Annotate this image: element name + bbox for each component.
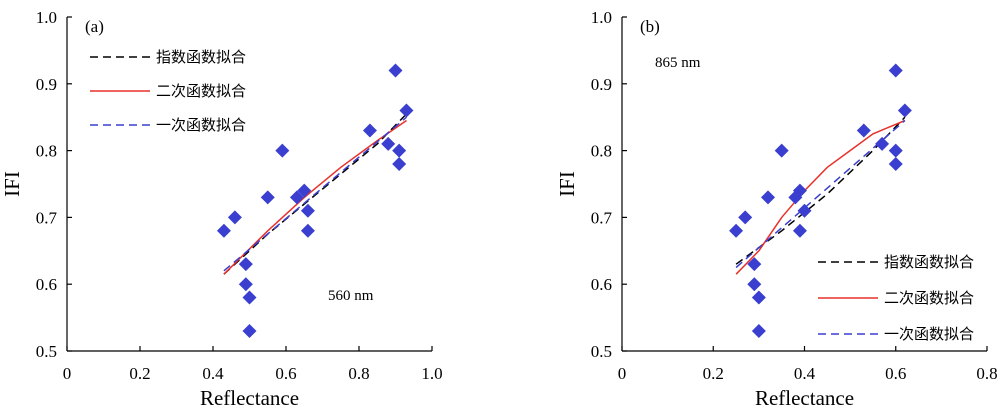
panel-a: 0 0.2 0.4 0.6 0.8 1.0 0.5 0.6 0.7 0.8 0.9 1.0 Reflec… xyxy=(0,8,443,410)
x-tick-label: 0.2 xyxy=(129,364,150,383)
y-tick-label: 0.6 xyxy=(591,275,612,294)
y-axis-title: IFI xyxy=(0,171,24,197)
data-point xyxy=(751,290,766,305)
data-point xyxy=(238,277,253,292)
data-point xyxy=(392,143,407,158)
panel-b: 0 0.2 0.4 0.6 0.8 0.5 0.6 0.7 0.8 0.9 1.0 Reflectan… xyxy=(555,8,998,410)
data-point xyxy=(238,257,253,272)
data-point xyxy=(856,123,871,138)
y-tick-label: 1.0 xyxy=(591,8,612,27)
y-tick-label: 0.7 xyxy=(36,208,58,227)
data-point xyxy=(260,190,275,205)
panel-tag: (a) xyxy=(85,17,104,36)
y-tick-label: 0.7 xyxy=(591,208,613,227)
wavelength-annotation: 865 nm xyxy=(655,55,701,71)
data-point xyxy=(875,136,890,151)
fit-line-linear xyxy=(223,116,407,272)
data-point xyxy=(392,156,407,171)
x-tick-label: 0.2 xyxy=(703,364,724,383)
fit-line-quadratic xyxy=(223,119,407,275)
x-tick-label: 0.6 xyxy=(275,364,296,383)
x-tick-label: 0 xyxy=(63,364,72,383)
data-point xyxy=(888,156,903,171)
data-point xyxy=(216,223,231,238)
x-tick-label: 0.8 xyxy=(348,364,369,383)
data-point xyxy=(761,190,775,205)
y-tick-label: 0.8 xyxy=(36,142,57,161)
y-tick-label: 0.9 xyxy=(36,75,57,94)
y-tick-label: 1.0 xyxy=(36,8,57,27)
data-point xyxy=(738,210,753,225)
data-point xyxy=(275,143,290,158)
legend-label-linear: 一次函数拟合 xyxy=(156,116,246,134)
x-tick-label: 0.4 xyxy=(794,364,816,383)
wavelength-annotation: 560 nm xyxy=(328,288,374,304)
data-point xyxy=(888,143,903,158)
data-point xyxy=(729,223,744,238)
x-tick-label: 0.4 xyxy=(202,364,224,383)
y-axis-title: IFI xyxy=(555,171,579,197)
data-point xyxy=(242,323,257,338)
y-tick-label: 0.5 xyxy=(591,342,612,361)
data-point xyxy=(888,63,903,78)
data-point xyxy=(300,223,315,238)
data-point xyxy=(300,203,315,218)
data-point xyxy=(381,136,396,151)
legend-label-quadratic: 二次函数拟合 xyxy=(884,289,974,307)
data-point xyxy=(897,103,912,118)
legend-label-exponential: 指数函数拟合 xyxy=(156,48,246,66)
legend-label-exponential: 指数函数拟合 xyxy=(884,253,974,271)
data-point xyxy=(242,290,257,305)
data-point xyxy=(751,323,766,338)
x-tick-label: 0.6 xyxy=(885,364,906,383)
data-point xyxy=(399,103,414,118)
legend-label-quadratic: 二次函数拟合 xyxy=(156,82,246,100)
x-tick-label: 0.8 xyxy=(976,364,997,383)
y-tick-label: 0.5 xyxy=(36,342,57,361)
y-tick-label: 0.9 xyxy=(591,75,612,94)
y-tick-label: 0.6 xyxy=(36,275,57,294)
data-point xyxy=(297,183,312,198)
fit-line-exponential xyxy=(223,113,408,275)
panel-tag: (b) xyxy=(640,17,660,36)
y-tick-label: 0.8 xyxy=(591,142,612,161)
data-point xyxy=(797,203,812,218)
x-tick-label: 0 xyxy=(618,364,627,383)
x-axis-title: Reflectance xyxy=(200,386,299,410)
data-point xyxy=(792,223,807,238)
data-point xyxy=(747,257,762,272)
data-point xyxy=(747,277,762,292)
data-point xyxy=(362,123,377,138)
fit-line-exponential xyxy=(735,116,906,265)
data-point xyxy=(388,63,403,78)
data-point xyxy=(227,210,242,225)
x-axis-title: Reflectance xyxy=(755,386,854,410)
data-point xyxy=(792,183,807,198)
x-tick-label: 1.0 xyxy=(421,364,442,383)
data-point xyxy=(774,143,789,158)
fit-line-quadratic xyxy=(735,119,906,275)
legend-label-linear: 一次函数拟合 xyxy=(884,325,974,343)
